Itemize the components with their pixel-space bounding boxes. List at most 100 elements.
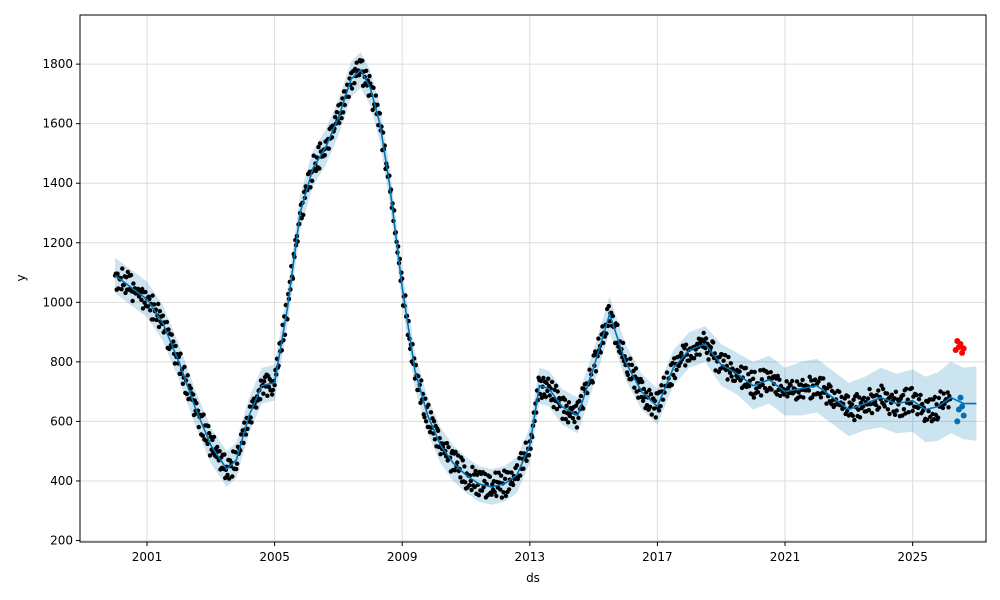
- observed-point: [470, 464, 475, 470]
- observed-point: [706, 357, 711, 362]
- observed-point: [238, 432, 244, 437]
- observed-point: [867, 386, 872, 392]
- observed-point: [918, 392, 923, 398]
- observed-point: [850, 413, 855, 418]
- observed-point: [493, 470, 498, 475]
- observed-point: [857, 395, 862, 400]
- observed-point: [546, 376, 551, 381]
- observed-point: [656, 408, 662, 413]
- x-tick-label: 2017: [642, 550, 673, 564]
- observed-point: [247, 404, 253, 409]
- observed-point: [708, 345, 714, 350]
- observed-point: [188, 386, 194, 391]
- observed-point: [900, 413, 905, 418]
- observed-point: [431, 419, 437, 424]
- observed-point: [471, 472, 477, 477]
- y-tick-label: 1000: [42, 295, 73, 309]
- observed-point: [460, 458, 465, 463]
- observed-point: [640, 379, 645, 385]
- observed-point: [501, 490, 506, 495]
- observed-point: [807, 374, 812, 379]
- forecast-point: [957, 394, 964, 401]
- observed-point: [768, 370, 773, 375]
- observed-point: [639, 394, 644, 400]
- observed-point: [920, 401, 925, 407]
- observed-point: [123, 290, 128, 296]
- observed-point: [825, 386, 830, 391]
- observed-point: [282, 332, 288, 337]
- observed-point: [115, 271, 120, 276]
- observed-point: [482, 478, 487, 484]
- observed-point: [641, 386, 647, 392]
- observed-point: [606, 304, 611, 309]
- observed-point: [866, 407, 871, 413]
- observed-point: [340, 96, 345, 101]
- observed-point: [184, 391, 190, 397]
- observed-point: [828, 384, 833, 389]
- observed-point: [865, 396, 871, 401]
- uncertainty-band: [115, 52, 977, 505]
- observed-point: [676, 363, 682, 369]
- observed-point: [924, 417, 930, 422]
- observed-point: [182, 364, 187, 370]
- observed-point: [125, 269, 131, 275]
- observed-point: [727, 370, 733, 375]
- observed-point: [506, 470, 511, 475]
- observed-point: [932, 417, 937, 422]
- observed-point: [562, 397, 568, 402]
- observed-point: [487, 474, 493, 479]
- recent-points-layer: [952, 338, 967, 356]
- observed-point: [367, 73, 372, 79]
- observed-point: [492, 489, 497, 495]
- observed-point: [254, 405, 259, 410]
- observed-point: [364, 68, 369, 74]
- observed-point: [574, 425, 580, 430]
- observed-point: [683, 342, 689, 347]
- observed-point: [463, 480, 468, 485]
- observed-point: [131, 281, 136, 286]
- observed-point: [418, 400, 423, 405]
- observed-point: [346, 94, 351, 100]
- forecast-points-layer: [954, 394, 967, 425]
- observed-point: [632, 385, 637, 390]
- observed-point: [751, 395, 757, 400]
- observed-point: [928, 414, 933, 420]
- observed-point: [510, 482, 516, 488]
- observed-point: [679, 350, 684, 356]
- y-tick-label: 1600: [42, 117, 73, 131]
- observed-point: [749, 369, 754, 374]
- observed-point: [945, 390, 950, 395]
- observed-point: [178, 351, 183, 356]
- observed-point: [887, 411, 892, 417]
- observed-point: [215, 444, 220, 450]
- observed-point: [604, 331, 609, 336]
- observed-point: [757, 384, 762, 390]
- observed-point: [851, 397, 856, 402]
- observed-point: [326, 146, 331, 151]
- y-tick-label: 800: [50, 355, 73, 369]
- x-tick-label: 2001: [132, 550, 163, 564]
- observed-point: [171, 339, 176, 344]
- observed-point: [455, 460, 460, 465]
- observed-point: [322, 153, 327, 158]
- observed-point: [565, 420, 571, 425]
- recent-point: [957, 341, 964, 347]
- observed-point: [566, 400, 572, 405]
- observed-point: [849, 402, 855, 407]
- observed-point: [593, 369, 599, 374]
- observed-point: [824, 401, 829, 406]
- observed-point: [941, 391, 946, 396]
- observed-point: [813, 377, 818, 382]
- observed-point: [885, 407, 891, 412]
- y-tick-label: 1800: [42, 57, 73, 71]
- observed-point: [894, 408, 899, 413]
- observed-point: [526, 453, 532, 458]
- observed-point: [729, 374, 734, 379]
- observed-point: [587, 367, 592, 372]
- observed-point: [908, 400, 914, 406]
- observed-point: [723, 353, 728, 358]
- observed-point: [426, 402, 431, 407]
- observed-point: [498, 473, 504, 478]
- observed-point: [205, 441, 210, 447]
